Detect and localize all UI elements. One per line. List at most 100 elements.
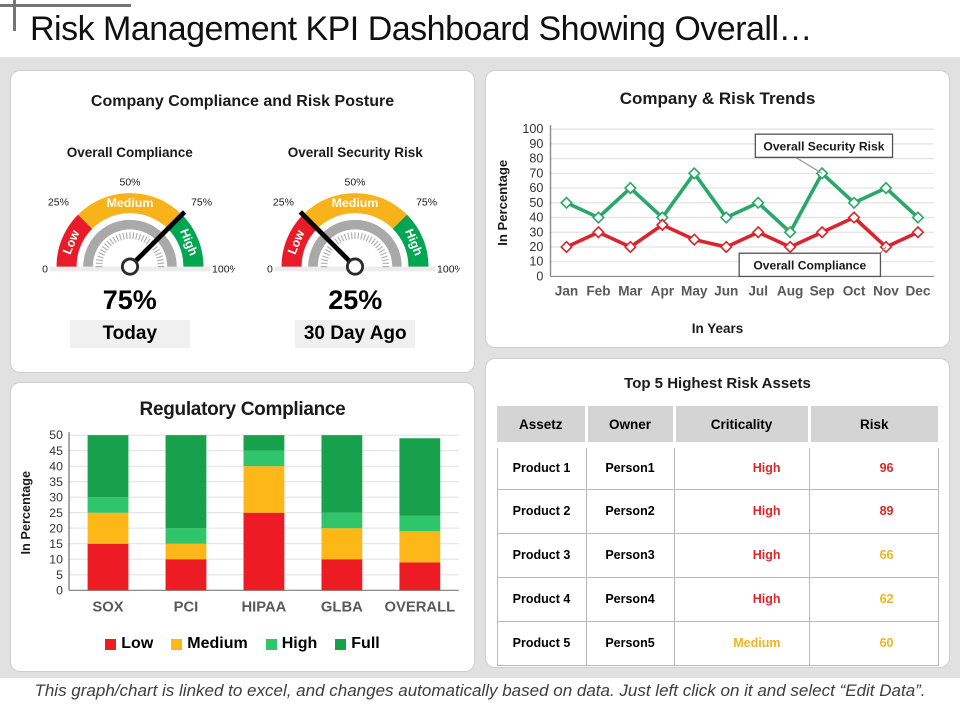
svg-text:0: 0 [56, 583, 63, 597]
table-header-risk: Risk [809, 406, 938, 448]
svg-text:SOX: SOX [92, 600, 123, 616]
table-cell: 60 [808, 620, 939, 666]
gauge-overall-security-risk: Overall Security Risk Low Medium High 0 25% 5… [243, 145, 469, 348]
svg-text:40: 40 [529, 211, 543, 225]
table-cell: High [673, 488, 810, 534]
panel-top-risk-assets[interactable]: Top 5 Highest Risk Assets Assetz Owner Cri… [485, 358, 950, 668]
panel-regulatory-compliance[interactable]: Regulatory Compliance 0 5 10 15 20 25 30 35 40 45… [10, 382, 475, 672]
svg-text:20: 20 [529, 240, 543, 254]
svg-text:40: 40 [49, 459, 63, 473]
svg-text:50: 50 [49, 428, 63, 442]
svg-text:50: 50 [529, 196, 543, 210]
svg-text:80: 80 [529, 152, 543, 166]
svg-text:100: 100 [522, 122, 543, 136]
svg-text:GLBA: GLBA [321, 600, 363, 616]
bars-panel-title: Regulatory Compliance [139, 399, 346, 420]
table-cell: Product 2 [496, 488, 587, 534]
crop-mark-horizontal [0, 4, 131, 7]
table-header-criticality: Criticality [674, 406, 811, 448]
svg-text:30: 30 [529, 225, 543, 239]
page-title: Risk Management KPI Dashboard Showing Ov… [30, 10, 813, 48]
svg-text:OVERALL: OVERALL [385, 600, 456, 616]
svg-text:25: 25 [49, 506, 63, 520]
table-row: Product 1 Person1 High 96 [496, 444, 939, 490]
table-cell: Person5 [585, 620, 675, 666]
legend-item-full: Full [335, 635, 380, 653]
svg-text:50%: 50% [345, 177, 366, 188]
legend-item-low: Low [105, 635, 153, 653]
svg-text:20: 20 [49, 521, 63, 535]
table-cell: Product 4 [496, 576, 587, 622]
svg-text:HIPAA: HIPAA [241, 600, 286, 616]
legend-label: High [281, 635, 318, 652]
svg-text:50%: 50% [119, 177, 140, 188]
gauge-value: 25% [328, 285, 383, 315]
legend-swatch [105, 638, 117, 650]
gauge-row: Overall Compliance Low Medium High 0 25% 50% 7… [11, 145, 474, 348]
table-cell: High [673, 444, 810, 490]
table-cell: Product 1 [496, 444, 587, 490]
gauge-value: 75% [102, 285, 157, 315]
footer-note: This graph/chart is linked to excel, and… [34, 681, 926, 700]
table-cell: Person1 [585, 444, 675, 490]
table-row: Product 4 Person4 High 62 [496, 576, 939, 622]
table-cell: High [673, 532, 810, 578]
svg-text:0: 0 [267, 264, 273, 275]
table-cell: Person2 [585, 488, 675, 534]
svg-text:Overall Compliance: Overall Compliance [753, 258, 866, 272]
posture-panel-title: Company Compliance and Risk Posture [90, 93, 395, 110]
table-header-row: Assetz Owner Criticality Risk [497, 406, 938, 448]
risk-assets-table: Assetz Owner Criticality Risk Product 1 Pers… [496, 406, 939, 666]
svg-text:Oct: Oct [843, 284, 866, 299]
gauge-title: Overall Compliance [66, 145, 193, 160]
svg-text:15: 15 [49, 537, 63, 551]
svg-text:45: 45 [49, 444, 63, 458]
svg-text:Sep: Sep [810, 284, 835, 299]
svg-text:0: 0 [42, 264, 48, 275]
svg-text:Feb: Feb [586, 284, 610, 299]
table-cell: Product 5 [496, 620, 587, 666]
panel-company-risk-trends[interactable]: Company & Risk Trends 0 10 20 30 40 50 60 70 80 9… [485, 70, 950, 348]
svg-text:Dec: Dec [905, 284, 930, 299]
legend-label: Medium [187, 635, 248, 652]
gauge-overall-compliance: Overall Compliance Low Medium High 0 25% 50% 7… [17, 145, 243, 348]
svg-text:10: 10 [529, 255, 543, 269]
table-cell: 89 [808, 488, 939, 534]
table-cell: 96 [808, 444, 939, 490]
legend-label: Low [121, 635, 154, 652]
bar-chart-legend: Low Medium High Full [11, 635, 474, 653]
svg-text:5: 5 [56, 568, 63, 582]
svg-text:100%: 100% [212, 264, 235, 275]
trends-panel-title: Company & Risk Trends [619, 89, 816, 108]
svg-text:May: May [681, 284, 708, 299]
table-cell: Product 3 [496, 532, 587, 578]
gauge-caption: Today [69, 320, 190, 348]
table-row: Product 5 Person5 Medium 60 [496, 620, 939, 666]
svg-text:Jan: Jan [555, 284, 578, 299]
svg-text:Mar: Mar [618, 284, 643, 299]
crop-mark-vertical [13, 0, 16, 31]
svg-text:Jul: Jul [748, 284, 768, 299]
svg-text:Apr: Apr [651, 284, 675, 299]
table-row: Product 2 Person2 High 89 [496, 488, 939, 534]
svg-text:60: 60 [529, 181, 543, 195]
svg-text:Overall Security Risk: Overall Security Risk [763, 139, 884, 153]
trends-x-axis-label: In Years [691, 321, 744, 336]
svg-text:35: 35 [49, 475, 63, 489]
svg-text:PCI: PCI [174, 600, 199, 616]
gauge-title: Overall Security Risk [287, 145, 423, 160]
svg-text:Nov: Nov [873, 284, 899, 299]
table-cell: Person3 [585, 532, 675, 578]
table-cell: Medium [673, 620, 810, 666]
svg-text:90: 90 [529, 137, 543, 151]
regulatory-stacked-bar-chart: 0 5 10 15 20 25 30 35 40 45 50 In Percentage SOX PCI H… [18, 427, 467, 629]
panel-compliance-risk-posture[interactable]: Company Compliance and Risk Posture Over… [10, 70, 475, 373]
svg-text:0: 0 [536, 269, 543, 283]
gauge-caption: 30 Day Ago [295, 320, 416, 348]
